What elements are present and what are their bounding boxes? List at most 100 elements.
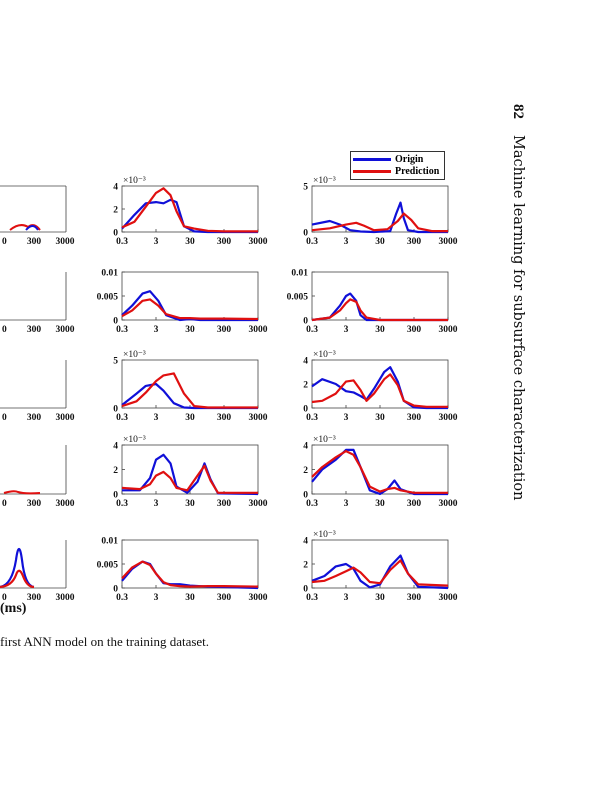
y-tick-label: 2 — [303, 466, 308, 476]
x-tick-label: 300 — [407, 593, 422, 603]
y-tick-label: 4 — [113, 442, 118, 452]
series-line-prediction — [0, 569, 35, 589]
y-tick-label: 2 — [113, 206, 118, 216]
x-tick-label: 30 — [375, 325, 385, 335]
x-tick-label: 0.3 — [116, 413, 128, 423]
x-tick-label: 3 — [344, 499, 349, 509]
series-line-prediction — [3, 490, 41, 495]
x-tick-label: 3 — [344, 325, 349, 335]
x-tick-label: 3 — [154, 237, 159, 247]
plot-frame — [311, 444, 449, 495]
series-line-prediction — [121, 187, 258, 233]
plot-frame — [121, 271, 259, 321]
y-tick-label: 0 — [113, 405, 118, 415]
partial-x-tick-label: 3000 — [56, 413, 75, 423]
y-tick-label: 0 — [303, 405, 308, 415]
x-tick-label: 300 — [217, 593, 232, 603]
x-tick-label: 30 — [185, 237, 195, 247]
partial-x-tick-label: 3000 — [56, 237, 75, 247]
x-tick-label: 3 — [344, 237, 349, 247]
y-tick-label: 0.01 — [291, 269, 308, 279]
series-line-origin — [25, 225, 39, 231]
x-tick-label: 0.3 — [306, 413, 318, 423]
x-tick-label: 0.3 — [306, 325, 318, 335]
series-line-origin — [121, 290, 258, 322]
y-tick-label: 2 — [303, 561, 308, 571]
y-exponent-label: ×10⁻³ — [313, 530, 336, 540]
plot-frame — [311, 185, 449, 233]
x-tick-label: 3000 — [439, 413, 458, 423]
figure-caption: first ANN model on the training dataset. — [0, 634, 210, 649]
legend-swatch-prediction — [353, 169, 391, 173]
x-tick-label: 3 — [154, 593, 159, 603]
legend-label-origin: Origin — [395, 153, 424, 165]
series-line-prediction — [121, 560, 259, 588]
series-line-origin — [121, 382, 258, 410]
series-line-prediction — [311, 450, 448, 494]
legend-item-prediction: Prediction — [353, 165, 439, 177]
x-tick-label: 3000 — [439, 325, 458, 335]
series-line-prediction — [311, 559, 449, 587]
x-tick-label: 30 — [185, 325, 195, 335]
x-tick-label: 3000 — [249, 499, 268, 509]
y-tick-label: 4 — [113, 183, 118, 193]
y-tick-label: 4 — [303, 442, 308, 452]
legend-item-origin: Origin — [353, 153, 423, 165]
plot-frame — [311, 271, 449, 321]
y-tick-label: 0 — [113, 317, 118, 327]
partial-x-tick-label: 0 — [2, 325, 7, 335]
x-tick-label: 3000 — [249, 413, 268, 423]
series-line-origin — [0, 547, 35, 589]
x-tick-label: 3000 — [439, 499, 458, 509]
series-line-origin — [311, 366, 448, 410]
y-tick-label: 0 — [303, 585, 308, 595]
y-exponent-label: ×10⁻³ — [123, 435, 146, 445]
x-tick-label: 300 — [407, 325, 422, 335]
x-tick-label: 30 — [185, 413, 195, 423]
series-line-prediction — [121, 298, 259, 321]
x-tick-label: 0.3 — [116, 237, 128, 247]
series-line-prediction — [311, 212, 448, 233]
y-tick-label: 4 — [303, 537, 308, 547]
y-tick-label: 0.005 — [97, 293, 119, 303]
plot-frame — [311, 539, 449, 589]
plot-frame — [121, 539, 259, 589]
series-line-origin — [311, 201, 448, 234]
y-exponent-label: ×10⁻³ — [313, 350, 336, 360]
partial-x-tick-label: 300 — [27, 237, 42, 247]
y-exponent-label: ×10⁻³ — [313, 176, 336, 186]
y-tick-label: 0.01 — [101, 269, 118, 279]
x-tick-label: 3 — [154, 325, 159, 335]
x-tick-label: 0.3 — [306, 237, 318, 247]
partial-x-tick-label: 300 — [27, 325, 42, 335]
x-tick-label: 3000 — [439, 593, 458, 603]
y-tick-label: 0 — [113, 491, 118, 501]
series-line-prediction — [121, 372, 258, 409]
x-tick-label: 300 — [217, 237, 232, 247]
running-title: Machine learning for subsurface characte… — [510, 135, 526, 501]
partial-x-tick-label: 0 — [2, 413, 7, 423]
page-header: 82 Machine learning for subsurface chara… — [509, 104, 527, 500]
legend: Origin Prediction — [350, 151, 445, 180]
partial-x-tick-label: 3000 — [56, 499, 75, 509]
x-tick-label: 3 — [344, 413, 349, 423]
series-line-prediction — [311, 298, 448, 322]
series-line-origin — [311, 448, 448, 496]
x-tick-label: 30 — [375, 413, 385, 423]
y-exponent-label: ×10⁻³ — [313, 435, 336, 445]
x-tick-label: 0.3 — [116, 499, 128, 509]
y-tick-label: 5 — [113, 357, 118, 367]
x-tick-label: 30 — [375, 499, 385, 509]
y-tick-label: 5 — [303, 183, 308, 193]
y-tick-label: 0.005 — [97, 561, 119, 571]
x-tick-label: 3 — [154, 413, 159, 423]
partial-x-tick-label: 0 — [2, 499, 7, 509]
series-line-prediction — [121, 464, 258, 494]
partial-x-tick-label: 3000 — [56, 325, 75, 335]
y-tick-label: 0 — [113, 229, 118, 239]
legend-label-prediction: Prediction — [395, 165, 440, 177]
partial-x-tick-label: 3000 — [56, 593, 75, 603]
y-tick-label: 0.005 — [287, 293, 309, 303]
x-tick-label: 3 — [154, 499, 159, 509]
x-tick-label: 300 — [217, 413, 232, 423]
